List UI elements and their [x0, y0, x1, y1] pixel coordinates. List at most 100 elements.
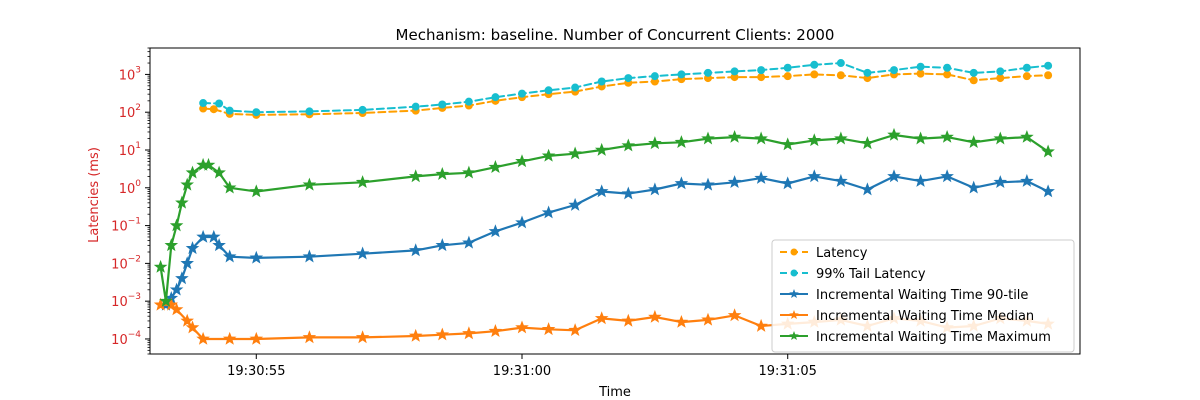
data-point-3-18 [621, 313, 636, 327]
data-point-2-32 [913, 173, 928, 187]
data-point-0-19 [757, 73, 766, 82]
data-point-1-11 [544, 86, 553, 95]
data-point-2-27 [780, 176, 795, 190]
data-point-1-13 [597, 77, 606, 86]
data-point-3-2 [169, 302, 184, 316]
data-point-0-1 [209, 105, 218, 114]
series-1 [199, 59, 1053, 117]
data-point-4-28 [780, 137, 795, 151]
data-point-1-21 [810, 60, 819, 69]
data-point-3-19 [648, 309, 662, 323]
data-point-4-15 [435, 166, 450, 180]
data-point-3-11 [435, 327, 450, 341]
series-2 [159, 169, 1055, 311]
data-point-3-17 [594, 311, 609, 325]
data-point-1-26 [943, 63, 952, 72]
data-point-0-30 [1044, 71, 1053, 80]
y-tick-label-4: 100 [119, 179, 142, 197]
data-point-4-8 [201, 157, 216, 171]
data-point-1-0 [199, 99, 208, 108]
data-point-3-6 [222, 331, 237, 345]
data-point-3-10 [408, 328, 423, 342]
data-point-4-19 [541, 148, 556, 162]
data-point-4-36 [993, 131, 1008, 145]
data-point-2-17 [515, 215, 529, 229]
plot-area [153, 59, 1055, 345]
data-point-2-23 [674, 176, 689, 190]
data-point-4-5 [180, 177, 194, 191]
data-point-3-4 [185, 320, 200, 334]
data-point-4-17 [488, 160, 503, 174]
legend-marker-4 [789, 331, 799, 340]
data-point-2-16 [488, 224, 503, 238]
data-point-4-4 [175, 195, 189, 209]
legend-marker-3 [789, 310, 799, 319]
data-point-1-2 [225, 106, 234, 115]
data-point-3-3 [180, 313, 194, 327]
data-point-2-37 [1041, 184, 1055, 198]
data-point-1-28 [996, 67, 1005, 76]
data-point-4-18 [515, 154, 529, 168]
data-point-4-6 [185, 165, 200, 179]
data-point-0-25 [916, 69, 925, 78]
axes: 19:30:55 19:31:00 19:31:05 10−4 10−3 10−2 10−1… [111, 47, 1081, 379]
data-point-1-5 [358, 105, 367, 114]
x-tick-label-1: 19:31:00 [493, 364, 551, 379]
data-point-2-14 [435, 238, 450, 252]
data-point-3-16 [568, 323, 582, 337]
data-point-2-21 [621, 186, 636, 200]
legend-label-4: Incremental Waiting Time Maximum [816, 330, 1051, 345]
data-point-1-3 [252, 108, 261, 117]
data-point-4-37 [1020, 129, 1034, 143]
y-tick-label-0: 10−4 [111, 330, 141, 348]
data-point-2-2 [169, 282, 184, 296]
data-point-1-1 [215, 99, 224, 108]
y-tick-label-3: 10−1 [111, 217, 141, 235]
data-point-3-9 [355, 330, 370, 344]
data-point-4-9 [212, 165, 226, 179]
data-point-3-20 [674, 314, 689, 328]
data-point-2-25 [727, 175, 742, 189]
data-point-1-27 [969, 68, 978, 77]
data-point-2-13 [408, 243, 423, 257]
y-tick-label-2: 10−2 [111, 254, 141, 272]
data-point-1-30 [1044, 61, 1053, 70]
data-point-4-24 [674, 135, 689, 149]
data-point-1-22 [836, 59, 845, 68]
data-point-2-30 [860, 182, 875, 196]
data-point-4-31 [860, 136, 875, 150]
y-tick-label-7: 103 [119, 65, 141, 83]
data-point-4-20 [568, 146, 582, 160]
data-point-4-34 [940, 129, 954, 143]
data-point-1-17 [704, 68, 712, 77]
data-point-4-12 [302, 177, 317, 191]
data-point-4-27 [754, 131, 768, 145]
data-point-2-15 [462, 235, 476, 249]
data-point-3-23 [754, 318, 768, 332]
data-point-3-21 [701, 312, 715, 326]
data-point-3-7 [249, 331, 264, 345]
data-point-2-29 [834, 173, 848, 187]
data-point-2-22 [648, 182, 662, 196]
data-point-3-5 [196, 331, 210, 345]
data-point-1-15 [650, 72, 659, 81]
data-point-1-24 [890, 66, 898, 75]
legend-marker-0 [790, 248, 798, 256]
x-tick-label-2: 19:31:05 [759, 364, 817, 379]
data-point-2-31 [887, 169, 901, 183]
legend-label-2: Incremental Waiting Time 90-tile [816, 288, 1028, 303]
x-axis-label: Time [598, 385, 631, 400]
data-point-4-3 [169, 218, 184, 232]
data-point-4-23 [648, 136, 662, 150]
data-point-0-18 [730, 73, 739, 82]
data-point-2-9 [222, 249, 237, 263]
data-point-4-32 [887, 127, 901, 141]
plot-frame [149, 47, 1081, 355]
legend: Latency 99% Tail Latency Incremental Waiti… [771, 239, 1075, 353]
data-point-3-22 [727, 308, 742, 322]
data-point-3-14 [515, 320, 529, 334]
data-point-4-13 [355, 175, 370, 189]
data-point-0-26 [943, 70, 952, 79]
data-point-1-14 [624, 74, 633, 83]
